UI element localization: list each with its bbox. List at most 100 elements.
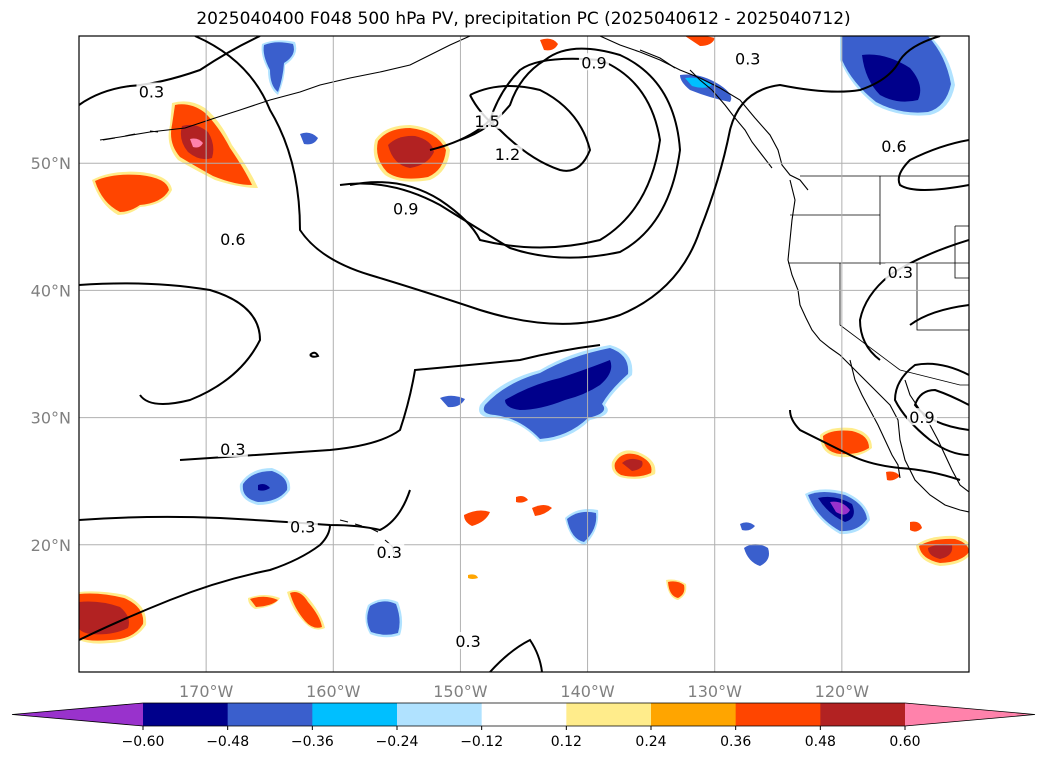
pv-contour-line xyxy=(893,362,969,456)
pv-contour-line xyxy=(349,57,662,249)
precip-blob xyxy=(388,135,434,168)
coastlines xyxy=(99,36,969,556)
precip-blob xyxy=(263,42,294,92)
precip-blob xyxy=(250,596,278,607)
precip-blob xyxy=(95,174,169,212)
coastline-aleutians xyxy=(102,130,159,141)
colorbar-tick-label: 0.48 xyxy=(805,734,836,750)
lon-tick-label: 170°W xyxy=(179,682,234,701)
pv-contour-line xyxy=(179,344,601,461)
longitude-labels: 170°W 160°W 150°W 140°W 130°W 120°W xyxy=(179,682,869,701)
contour-label: 0.6 xyxy=(220,230,245,249)
contour-label: 0.3 xyxy=(377,543,402,562)
colorbar-segment xyxy=(312,703,398,726)
pv-contour-line xyxy=(79,36,261,106)
contour-label-bg xyxy=(287,517,318,535)
colorbar-tick-label: 0.60 xyxy=(889,734,920,750)
contour-label: 0.3 xyxy=(888,263,913,282)
coastline-us-west xyxy=(787,179,969,513)
contour-label-bg xyxy=(492,144,523,162)
contour-label: 1.2 xyxy=(495,145,520,164)
colorbar: −0.60 −0.48 −0.36 −0.24 −0.12 0.12 0.24 0.36 0.4… xyxy=(11,702,1036,750)
precip-blob xyxy=(668,581,685,598)
state-border xyxy=(899,369,969,386)
contour-label-bg xyxy=(885,263,916,281)
precip-blob xyxy=(685,77,712,88)
pv-contour-line xyxy=(909,304,969,326)
colorbar-tick-label: −0.36 xyxy=(291,734,334,750)
contour-label-bg xyxy=(217,230,248,248)
lat-tick-label: 30°N xyxy=(31,409,71,428)
colorbar-segment xyxy=(397,703,483,726)
pv-contour-line xyxy=(79,282,262,405)
contour-label-bg xyxy=(732,49,763,67)
lat-tick-label: 50°N xyxy=(31,154,71,173)
pv-contour-labels: 0.3 0.6 0.9 1.2 1.5 0.9 0.3 0.6 0.3 0.3 0.3 0.3 0.3 0… xyxy=(136,49,937,651)
colorbar-extend-max xyxy=(905,703,1035,726)
lon-tick-label: 160°W xyxy=(306,682,361,701)
colorbar-tick-label: −0.24 xyxy=(376,734,419,750)
map-frame xyxy=(78,35,970,673)
contour-label: 0.6 xyxy=(881,137,906,156)
precip-positive-anomalies xyxy=(79,36,969,644)
precip-blob xyxy=(79,601,129,635)
pv-contour-line xyxy=(339,47,682,259)
precip-blob xyxy=(862,54,921,102)
pv-contour-line xyxy=(309,351,320,358)
colorbar-tick-label: −0.48 xyxy=(206,734,249,750)
state-border xyxy=(954,225,969,279)
pv-contour-line xyxy=(897,139,969,191)
precip-blob xyxy=(290,592,322,628)
contour-label-bg xyxy=(374,542,405,560)
colorbar-segment xyxy=(481,703,567,726)
precip-blob xyxy=(505,360,612,410)
state-borders xyxy=(788,175,969,386)
lon-tick-label: 130°W xyxy=(688,682,743,701)
lon-tick-label: 120°W xyxy=(815,682,870,701)
colorbar-tick-label: 0.36 xyxy=(720,734,751,750)
contour-label: 0.3 xyxy=(735,49,760,68)
colorbar-tick-label: −0.60 xyxy=(122,734,165,750)
latitude-labels: 50°N 40°N 30°N 20°N xyxy=(31,154,71,555)
colorbar-segment xyxy=(566,703,652,726)
lat-tick-label: 20°N xyxy=(31,536,71,555)
precip-blob xyxy=(468,574,478,579)
coastline-baja xyxy=(849,359,901,479)
colorbar-segment xyxy=(651,703,737,726)
precip-blob xyxy=(886,471,900,481)
contour-label: 0.9 xyxy=(909,408,934,427)
coastline-alaska-south xyxy=(599,36,809,191)
map-plot-area: 0.3 0.6 0.9 1.2 1.5 0.9 0.3 0.6 0.3 0.3 0.3 0.3 0.3 0… xyxy=(79,36,969,672)
colorbar-tick-label: −0.12 xyxy=(460,734,503,750)
precip-blob xyxy=(830,501,850,515)
precip-negative-anomalies xyxy=(239,36,955,638)
precip-blob xyxy=(300,132,318,145)
pv-contour-line xyxy=(79,524,331,641)
coastline-gulf-california xyxy=(904,379,969,493)
state-border xyxy=(916,263,969,331)
pv-contour-line xyxy=(858,239,969,361)
precip-blob xyxy=(440,395,465,408)
lon-tick-label: 140°W xyxy=(560,682,615,701)
lat-tick-label: 40°N xyxy=(31,281,71,300)
colorbar-segment xyxy=(227,703,313,726)
coastline-alaska xyxy=(99,36,471,141)
contour-label-bg xyxy=(906,408,937,426)
precip-blob xyxy=(367,601,400,635)
colorbar-tick-label: 0.24 xyxy=(635,734,666,750)
contour-label: 0.9 xyxy=(393,200,418,219)
contour-label-bg xyxy=(136,82,167,100)
precip-blob xyxy=(910,521,922,532)
contour-label-bg xyxy=(390,199,421,217)
colorbar-tick-label: 0.12 xyxy=(551,734,582,750)
contour-label: 0.3 xyxy=(220,440,245,459)
precip-blob xyxy=(740,522,755,531)
contour-label: 0.9 xyxy=(581,53,606,72)
colorbar-segment xyxy=(820,703,906,726)
contour-label: 0.3 xyxy=(455,632,480,651)
contour-label-bg xyxy=(453,632,484,650)
pv-contour-line xyxy=(469,85,592,172)
precip-blob xyxy=(190,138,203,148)
gridlines xyxy=(79,36,969,672)
contour-label-bg xyxy=(878,137,909,155)
